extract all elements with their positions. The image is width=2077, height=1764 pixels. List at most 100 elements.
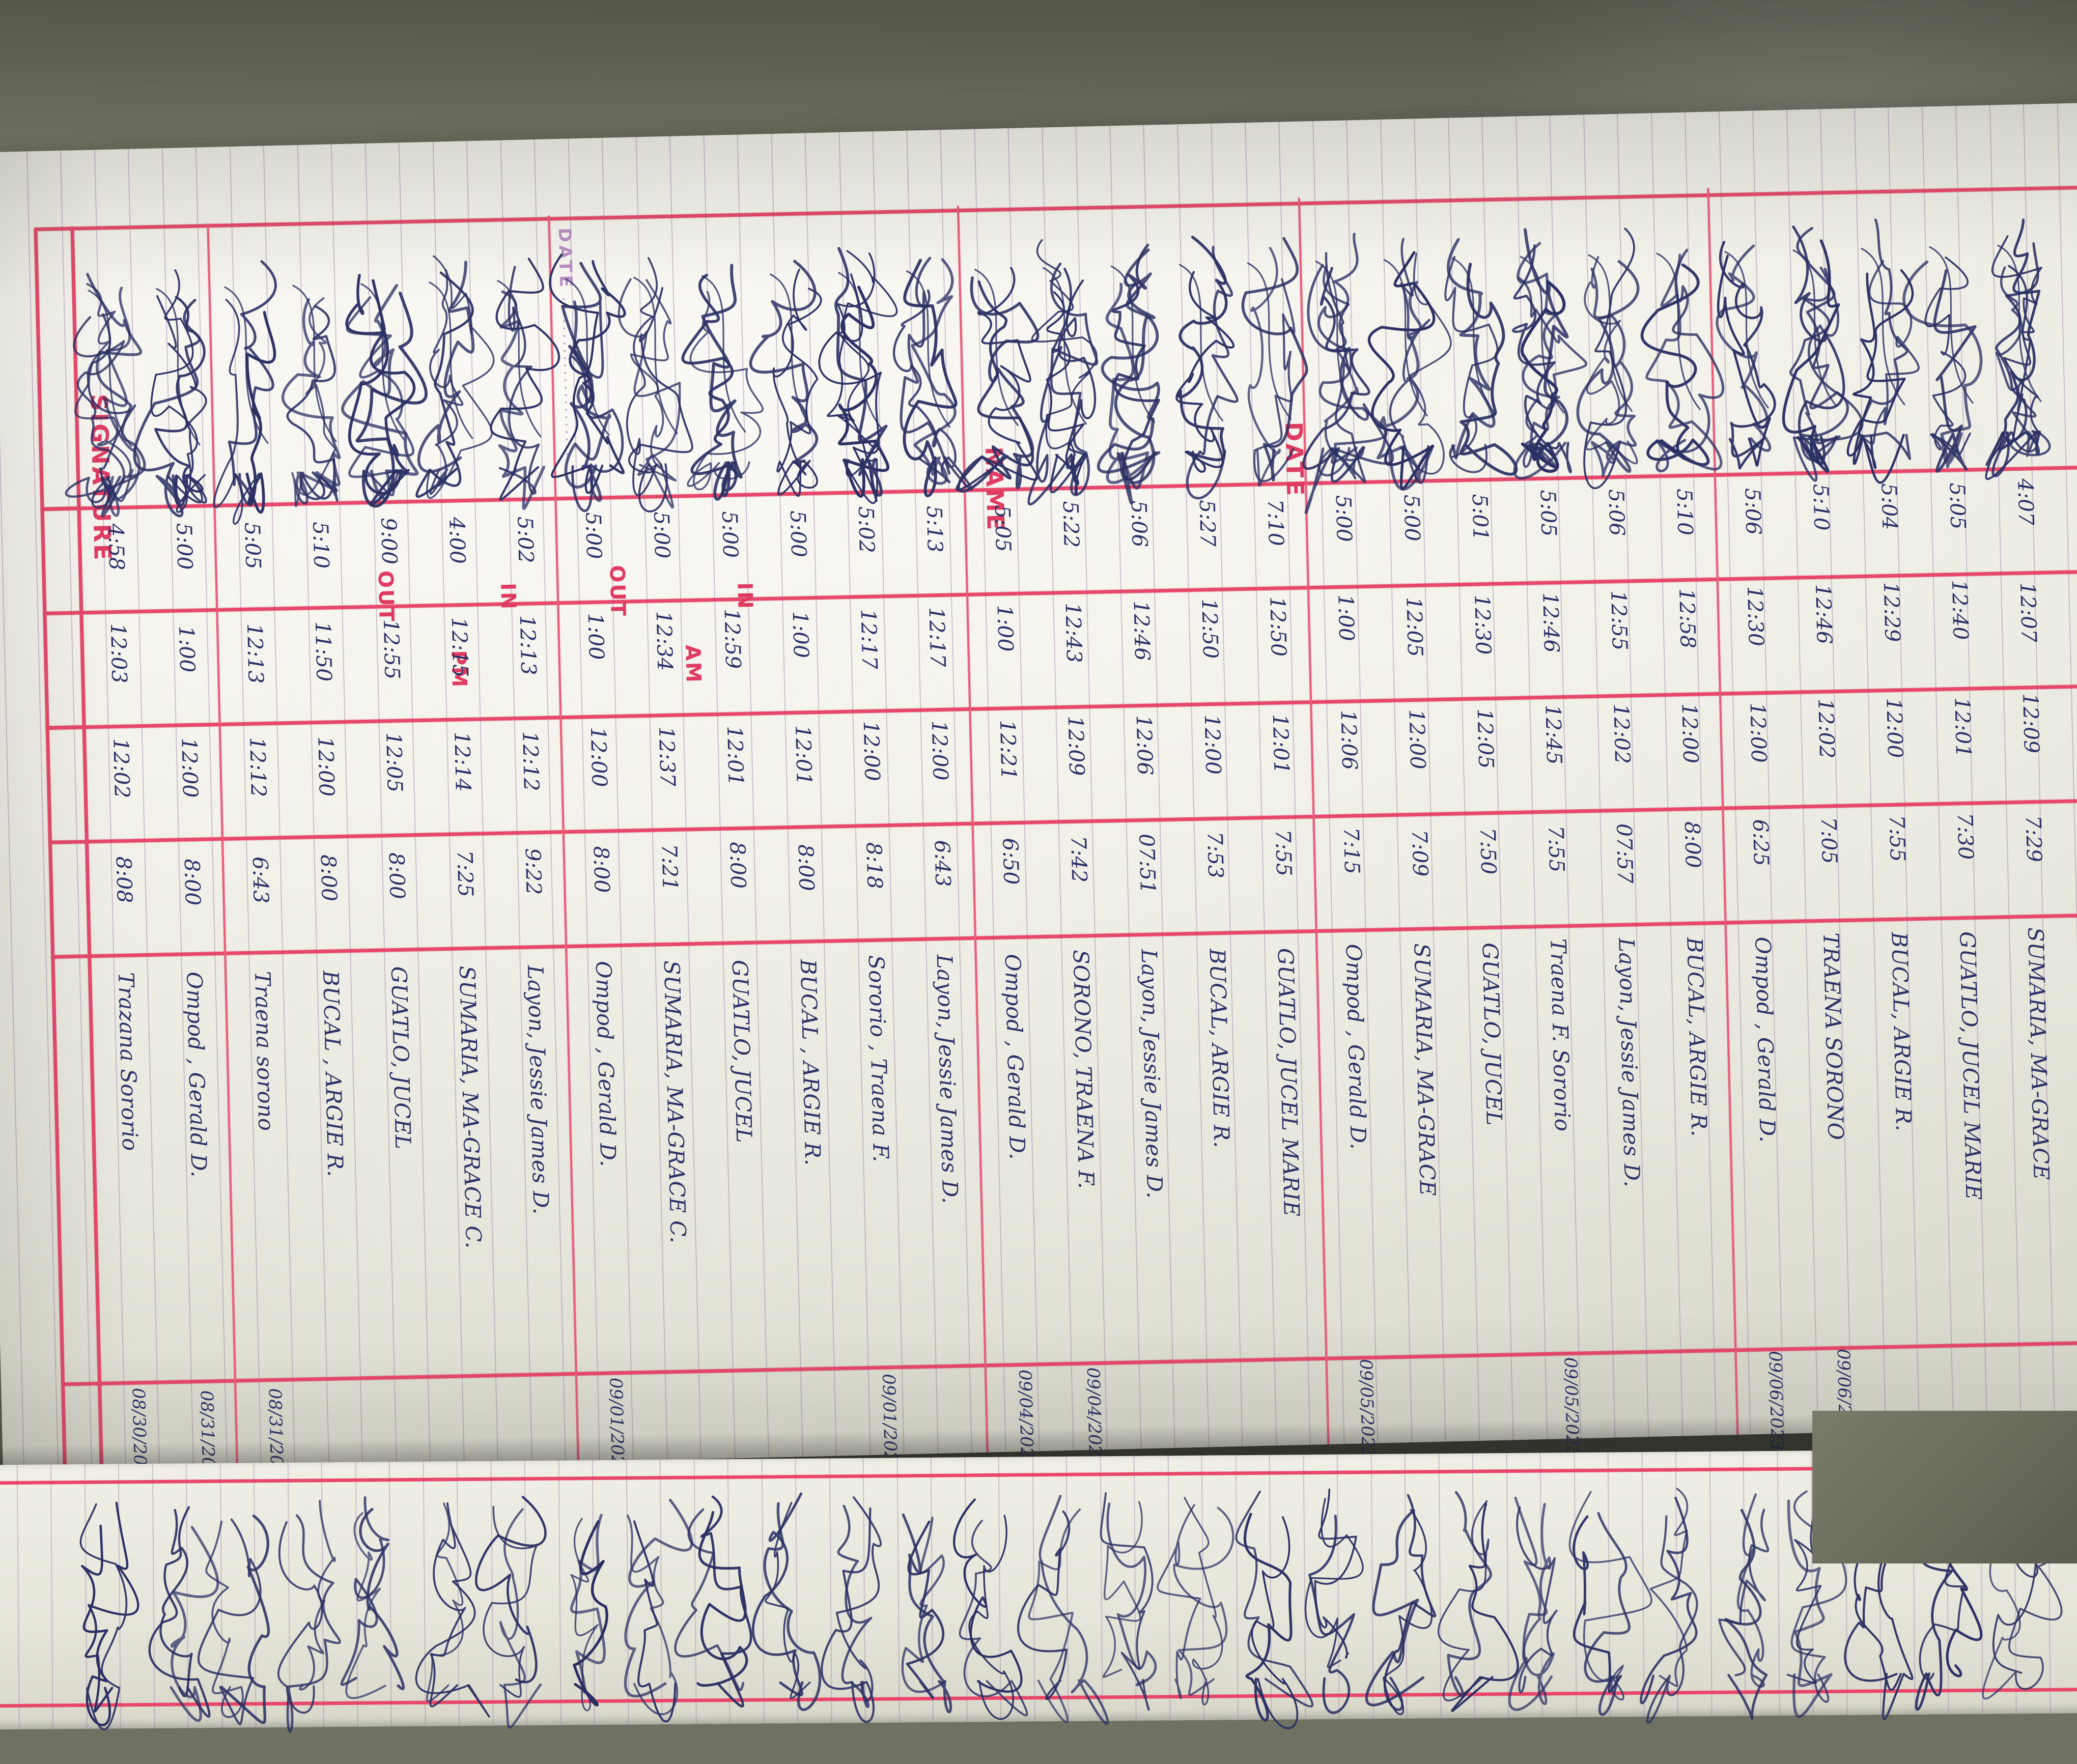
cell-text: 12:00 <box>1404 708 1430 770</box>
cell-text: 5:10 <box>308 521 334 569</box>
cell-text: Trazana Sororio <box>114 972 143 1152</box>
previous-page-header-signature: SIGNATURE <box>0 1546 3 1695</box>
cell-text: 1:00 <box>583 612 609 661</box>
ruled-line <box>16 1465 20 1730</box>
signature <box>415 248 495 499</box>
cell-text: 12:34 <box>651 610 678 671</box>
cell-text: 9:22 <box>520 847 546 896</box>
signature <box>555 1490 612 1712</box>
cell-text: 12:46 <box>1538 592 1564 653</box>
cell-text: 12:00 <box>1745 702 1772 763</box>
cell-text: 12:06 <box>1336 709 1362 771</box>
cell-text: 12:03 <box>106 622 132 684</box>
header-am-out: OUT <box>605 564 630 618</box>
cell-text: BUCAL, ARGIE R. <box>1204 948 1234 1149</box>
cell-text: 12:02 <box>1813 698 1840 759</box>
cell-text: 07:57 <box>1612 823 1638 884</box>
cell-text: 1:00 <box>1333 594 1359 642</box>
cell-text: 5:27 <box>1194 499 1221 547</box>
cell-text: 5:00 <box>649 511 675 559</box>
cell-text: 12:46 <box>1129 600 1155 661</box>
cell-text: 6:25 <box>1748 819 1774 867</box>
cell-text: 5:10 <box>1808 483 1834 531</box>
signature <box>489 246 560 510</box>
cell-text: 7:15 <box>1339 827 1365 875</box>
cell-text: 7:09 <box>1407 829 1433 877</box>
signature <box>1170 230 1239 500</box>
cell-text: 12:01 <box>791 725 817 786</box>
signature <box>415 1491 490 1718</box>
ruled-line <box>1641 1452 1645 1717</box>
header-am: AM <box>681 644 705 685</box>
cell-text: BUCAL, ARGIE R. <box>1682 937 1712 1137</box>
cell-text: 12:02 <box>1609 703 1635 764</box>
cell-text: 12:00 <box>1199 714 1226 775</box>
signature <box>896 1487 953 1714</box>
cell-text: 7:05 <box>1816 816 1842 865</box>
cell-text: 12:14 <box>450 731 476 792</box>
cell-text: 7:29 <box>2020 815 2047 863</box>
cell-text: 5:05 <box>990 504 1016 553</box>
cell-text: 5:00 <box>172 522 198 571</box>
cell-text: 6:50 <box>998 837 1024 885</box>
cell-text: 8:08 <box>111 856 137 903</box>
signature <box>1902 212 1983 473</box>
signature <box>623 1489 693 1723</box>
cell-text: 5:06 <box>1126 500 1153 548</box>
signature <box>749 240 823 497</box>
signature <box>341 249 428 508</box>
signature <box>1239 229 1308 487</box>
signature <box>674 1489 752 1708</box>
cell-text: GUATLO, JUCEL <box>1477 942 1507 1126</box>
cell-text: 5:06 <box>1604 489 1630 536</box>
cell-text: 6:43 <box>247 856 274 904</box>
signature <box>1846 214 1920 484</box>
header-pm-in: IN <box>496 582 520 611</box>
signature <box>1640 1481 1704 1724</box>
signature <box>1715 1481 1772 1720</box>
ruled-line <box>1777 1450 1780 1716</box>
cell-text: 12:17 <box>924 607 950 668</box>
cell-text: 7:53 <box>1202 831 1228 879</box>
cell-text: 07:51 <box>1134 833 1161 894</box>
cell-text: 5:01 <box>1467 493 1493 542</box>
cell-text: 12:00 <box>586 726 612 788</box>
cell-text: 11:50 <box>311 621 336 682</box>
signature <box>197 1492 271 1725</box>
signature <box>213 252 277 525</box>
signature <box>277 1492 341 1733</box>
cell-text: 5:22 <box>1058 500 1084 548</box>
cell-text: 12:17 <box>856 609 882 670</box>
cell-text: 12:00 <box>1677 703 1703 764</box>
signature <box>751 1488 822 1711</box>
cell-text: GUATLO, JUCEL <box>727 959 757 1144</box>
cell-text: 12:09 <box>2018 693 2044 754</box>
cell-text: 5:05 <box>240 522 266 570</box>
cell-text: 8:00 <box>725 841 751 889</box>
signature <box>818 238 898 504</box>
cell-text: 12:21 <box>995 719 1021 781</box>
cell-text: 12:50 <box>1197 598 1223 659</box>
cell-text: 12:43 <box>1060 602 1087 663</box>
cell-text: 12:37 <box>654 726 680 787</box>
signature <box>1027 233 1099 505</box>
cell-text: 12:12 <box>245 736 271 798</box>
cell-text: 12:00 <box>1882 697 1908 759</box>
signature <box>1017 1486 1109 1725</box>
cell-text: 7:25 <box>452 850 478 898</box>
cell-text: 5:02 <box>854 506 880 554</box>
cell-text: 5:13 <box>922 505 948 553</box>
cell-text: 5:04 <box>1876 482 1902 531</box>
signature <box>1097 232 1163 504</box>
cell-text: Sororio , Traena F. <box>863 955 894 1163</box>
signature <box>549 244 626 513</box>
cell-text: 12:05 <box>1401 596 1428 658</box>
signature <box>1100 1485 1158 1711</box>
cell-text: Traena F. Sororio <box>1546 938 1576 1132</box>
cell-text: 12:05 <box>1472 708 1499 769</box>
ruled-line <box>1574 1452 1577 1717</box>
cell-text: 8:00 <box>1680 821 1706 869</box>
cell-text: 12:01 <box>1950 697 1976 758</box>
cell-text: 1:00 <box>992 604 1018 652</box>
cell-text: 5:10 <box>1672 488 1698 536</box>
